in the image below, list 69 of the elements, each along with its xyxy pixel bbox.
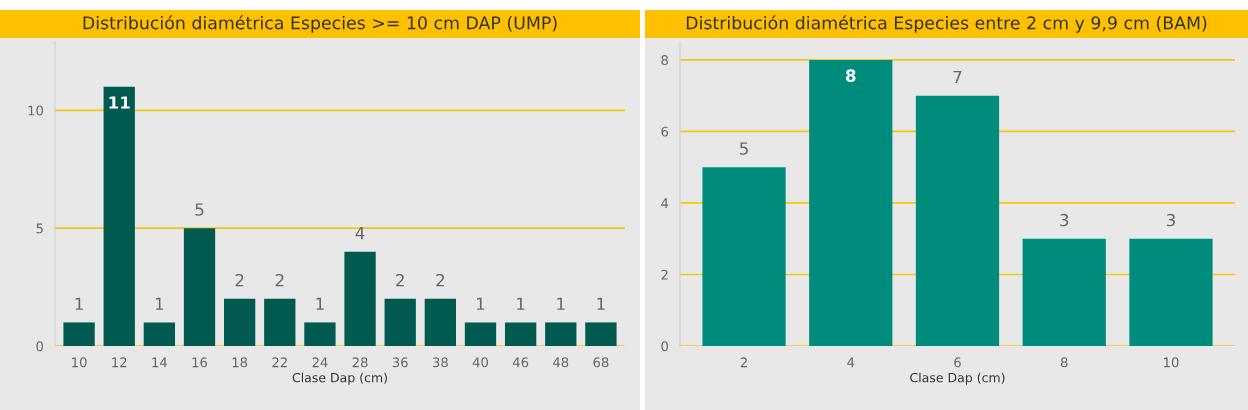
data-label: 7 xyxy=(953,70,962,84)
data-label: 4 xyxy=(355,227,365,240)
data-label: 5 xyxy=(740,142,748,155)
bar xyxy=(344,251,376,346)
x-tick-label: 24 xyxy=(312,357,328,368)
y-tick-label: 8 xyxy=(661,55,668,66)
y-tick-label: 0 xyxy=(661,341,669,352)
y-tick-label: 4 xyxy=(661,198,669,208)
y-tick-label: 6 xyxy=(661,126,669,137)
bar xyxy=(464,322,497,346)
x-tick-label: 40 xyxy=(472,357,489,368)
x-tick-label: 28 xyxy=(352,357,368,368)
data-label: 3 xyxy=(1060,213,1069,227)
bar xyxy=(183,228,216,346)
x-axis-title: Clase Dap (cm) xyxy=(910,372,1005,385)
bar xyxy=(63,322,95,346)
bar xyxy=(264,298,296,346)
x-tick-label: 48 xyxy=(553,357,569,368)
data-label: 5 xyxy=(195,203,204,216)
x-tick-label: 16 xyxy=(192,357,208,368)
x-axis-title: Clase Dap (cm) xyxy=(292,372,387,385)
data-label: 1 xyxy=(477,297,485,310)
data-label: 1 xyxy=(75,297,83,310)
x-tick-label: 46 xyxy=(512,357,529,368)
data-label: 2 xyxy=(436,273,444,287)
data-label: 2 xyxy=(235,273,244,287)
bar xyxy=(545,322,577,346)
y-tick-label: 5 xyxy=(36,223,43,234)
data-label: 2 xyxy=(396,273,404,287)
bar xyxy=(915,95,1000,346)
y-tick-label: 10 xyxy=(28,105,44,116)
bar xyxy=(1129,238,1213,346)
bar xyxy=(702,167,786,346)
data-label: 1 xyxy=(155,297,164,310)
data-label: 1 xyxy=(597,297,605,310)
bar xyxy=(585,322,617,346)
x-tick-label: 14 xyxy=(152,357,168,368)
data-label: 8 xyxy=(845,69,856,82)
bar xyxy=(103,86,135,346)
data-label: 1 xyxy=(517,297,525,310)
x-tick-label: 10 xyxy=(72,357,87,368)
x-tick-label: 68 xyxy=(593,357,609,368)
x-tick-label: 18 xyxy=(232,357,248,368)
bar xyxy=(504,322,537,346)
x-tick-label: 36 xyxy=(392,357,408,368)
bar xyxy=(809,59,893,346)
chart-title: Distribución diamétrica Especies >= 10 cm DAP (UMP) xyxy=(83,15,557,33)
x-tick-label: 8 xyxy=(1060,357,1068,368)
bar xyxy=(223,298,256,346)
bar xyxy=(384,298,416,346)
data-label: 3 xyxy=(1166,213,1175,227)
bar xyxy=(304,322,336,346)
bar xyxy=(424,298,457,346)
x-tick-label: 10 xyxy=(1164,357,1179,368)
y-tick-label: 2 xyxy=(661,269,668,280)
x-tick-label: 12 xyxy=(112,357,127,368)
data-label: 2 xyxy=(275,273,284,287)
y-tick-label: 0 xyxy=(36,341,44,352)
x-tick-label: 6 xyxy=(954,357,961,368)
data-label: 1 xyxy=(316,297,324,310)
data-label: 11 xyxy=(109,96,130,109)
bar xyxy=(143,322,176,346)
data-label: 1 xyxy=(557,297,565,310)
x-tick-label: 38 xyxy=(432,357,448,368)
chart-title: Distribución diamétrica Especies entre 2 cm y 9,9 cm (BAM) xyxy=(686,15,1207,33)
x-tick-label: 2 xyxy=(740,357,747,368)
bar xyxy=(1022,238,1106,346)
x-tick-label: 22 xyxy=(272,357,287,368)
x-tick-label: 4 xyxy=(847,357,855,368)
